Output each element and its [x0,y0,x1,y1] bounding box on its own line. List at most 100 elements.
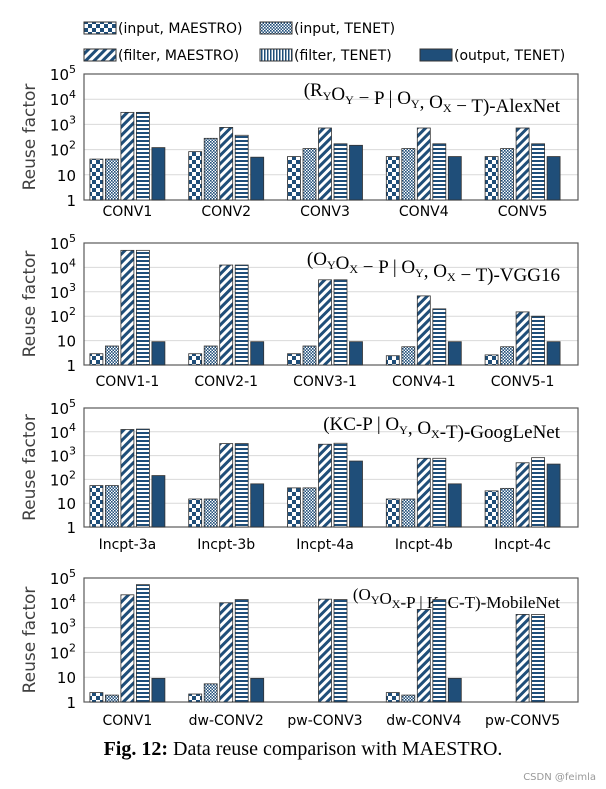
x-tick-label: Incpt-4a [296,537,354,553]
legend-label: (filter, MAESTRO) [118,48,239,64]
bar-filter-maestro-conv5 [515,127,530,201]
bar-filter-maestro-conv3 [318,127,332,201]
x-tick-label: Incpt-4c [494,537,551,553]
bar-input-tenet-conv4-1 [401,346,416,366]
bar-filter-tenet-pw-conv3 [333,599,348,703]
y-tick-label: 1 [66,694,76,712]
y-tick-label: 10 [57,669,76,687]
bar-input-maestro-dw-conv2 [188,693,203,703]
x-tick-label: Incpt-3b [197,537,255,553]
x-tick-label: dw-CONV2 [189,713,264,729]
bar-filter-tenet-incpt-4a [333,442,348,528]
legend: (input, MAESTRO) (input, TENET) (filter, M… [83,21,565,64]
y-tick-label: 102 [50,139,76,160]
bar-input-tenet-incpt-4b [401,498,416,528]
panel-title: (KC-P | OY, OX-T)-GoogLeNet [323,414,561,443]
y-tick-label: 104 [50,421,76,442]
bar-filter-maestro-conv1 [120,594,135,703]
bar-filter-maestro-incpt-3a [120,429,135,528]
legend-label: (input, MAESTRO) [118,21,243,37]
x-tick-label: CONV1 [103,204,153,220]
bar-input-maestro-conv5-1 [484,354,499,366]
bar-filter-maestro-dw-conv2 [219,602,234,703]
y-tick-label: 10 [57,495,76,513]
chart-panel-2: 1 10 102 103 104 105 Reuse factor (OYOX − P | O… [20,232,579,390]
x-tick-label: CONV5-1 [491,374,555,390]
y-tick-label: 104 [50,592,76,613]
bar-output-tenet-incpt-3a [151,475,166,528]
x-tick-label: CONV1 [103,713,153,729]
panel-title: (RYOY − P | OY, OX − T)-AlexNet [304,80,561,117]
y-tick-label: 10 [57,167,76,185]
bar-input-tenet-incpt-3a [105,485,119,528]
legend-label: (input, TENET) [294,21,395,37]
bar-input-tenet-conv3-1 [302,345,317,366]
y-tick-label: 102 [50,641,76,662]
caption-text: Data reuse comparison with MAESTRO. [168,738,502,760]
x-tick-label: CONV3 [300,204,350,220]
bar-output-tenet-conv5 [546,156,561,201]
bar-output-tenet-dw-conv2 [250,677,265,703]
x-tick-label: Incpt-3a [99,537,157,553]
bar-filter-tenet-incpt-3b [234,443,249,528]
bar-filter-tenet-dw-conv4 [432,599,447,703]
y-tick-label: 1 [66,519,76,537]
legend-swatch-input-maestro [83,21,117,35]
bar-filter-tenet-conv2-1 [234,264,249,366]
legend-swatch-output-tenet [419,48,453,62]
bar-filter-tenet-conv3-1 [333,279,348,366]
bar-output-tenet-conv2-1 [250,341,265,366]
bar-input-tenet-conv2-1 [203,345,218,366]
bar-output-tenet-conv1 [151,677,166,703]
bar-filter-maestro-conv2 [219,127,234,201]
x-tick-label: CONV1-1 [96,374,160,390]
bar-output-tenet-dw-conv4 [447,677,462,703]
panel-title: (OYOX − P | OY, OX − T)-VGG16 [307,249,560,286]
bar-input-maestro-conv2 [188,151,203,201]
bar-filter-tenet-conv4 [432,143,447,201]
watermark: CSDN @feimla [523,772,596,783]
bar-input-tenet-conv4 [401,148,416,201]
bar-filter-maestro-conv4 [416,127,431,201]
bar-filter-tenet-conv2 [234,134,249,201]
bar-input-tenet-conv1 [105,158,119,201]
bar-filter-maestro-incpt-4a [318,443,332,528]
caption-label: Fig. 12: [104,738,168,760]
bar-input-maestro-incpt-4b [385,498,400,528]
y-axis-label: Reuse factor [20,84,40,191]
bar-input-tenet-dw-conv2 [203,683,218,703]
bar-output-tenet-conv3-1 [349,341,363,366]
bar-output-tenet-conv3 [349,144,363,201]
x-tick-label: CONV2-1 [194,374,258,390]
bar-input-tenet-conv2 [203,137,218,201]
legend-label: (filter, TENET) [294,48,392,64]
y-tick-label: 103 [50,617,76,638]
bar-input-tenet-conv1-1 [105,345,119,366]
legend-label: (output, TENET) [454,48,565,64]
bar-input-maestro-incpt-4c [484,490,499,528]
bar-input-tenet-conv5-1 [500,346,515,366]
legend-swatch-input-tenet [259,21,293,35]
y-tick-label: 103 [50,281,76,302]
bar-input-maestro-conv3-1 [287,353,301,366]
bar-filter-tenet-incpt-3a [135,428,150,528]
bar-filter-tenet-conv5 [531,143,545,201]
bar-input-tenet-incpt-3b [203,498,218,528]
bar-input-maestro-conv3 [287,156,301,201]
x-tick-label: dw-CONV4 [386,713,461,729]
bar-filter-maestro-incpt-3b [219,443,234,528]
bar-filter-tenet-incpt-4c [531,457,545,528]
legend-swatch-filter-maestro [83,48,117,62]
bar-filter-maestro-pw-conv3 [318,598,332,703]
bar-input-maestro-conv1-1 [89,353,104,366]
bar-input-tenet-dw-conv4 [401,694,416,703]
bar-filter-maestro-pw-conv5 [515,614,530,703]
bar-filter-maestro-conv1-1 [120,249,135,366]
y-tick-label: 103 [50,445,76,466]
bar-filter-maestro-incpt-4c [515,462,530,528]
bar-filter-tenet-pw-conv5 [531,614,545,703]
bar-output-tenet-conv1 [151,147,166,201]
